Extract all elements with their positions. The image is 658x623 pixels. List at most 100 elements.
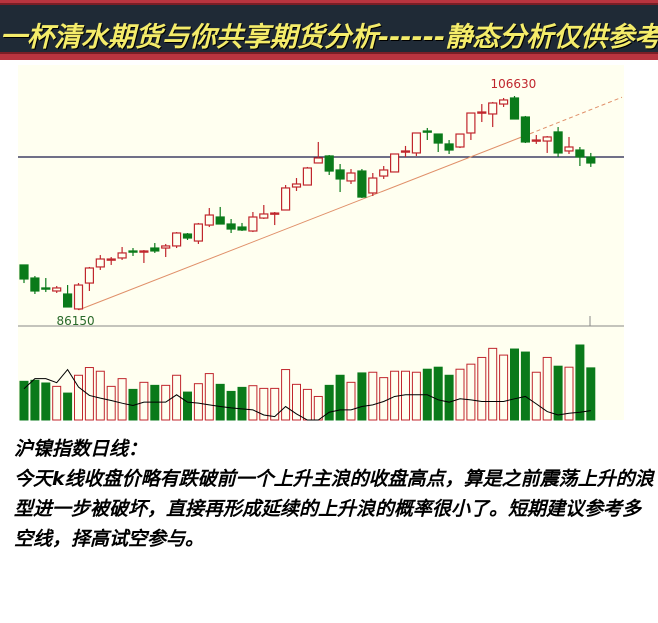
volume-bar (466, 363, 476, 421)
candle (84, 266, 95, 291)
volume-bar (302, 388, 312, 421)
candle (172, 232, 182, 249)
volume-bar (477, 356, 487, 421)
volume-bar (95, 370, 105, 421)
candle (139, 250, 149, 263)
candle (259, 204, 269, 219)
candle (117, 246, 127, 260)
high-price-label: 106630 (491, 77, 537, 91)
candle (575, 146, 585, 167)
candle-body (520, 116, 531, 143)
candle (270, 211, 280, 226)
candle-body (193, 223, 203, 242)
candle-body (379, 169, 389, 177)
volume-bar (161, 384, 171, 421)
candle (30, 276, 40, 295)
candle-body (19, 264, 29, 280)
volume-bar (292, 383, 301, 421)
candle-body (466, 112, 476, 134)
volume-bar (313, 395, 323, 421)
kline-chart: 106630 86150 (18, 65, 624, 421)
candle (586, 152, 596, 167)
candle (106, 257, 116, 265)
candle-body (41, 287, 51, 290)
volume-bar (575, 344, 585, 421)
candle (531, 134, 541, 144)
candle-body (172, 232, 182, 247)
candle-body (335, 169, 345, 180)
candle-body (499, 99, 509, 105)
candle-body (150, 247, 160, 252)
candle (204, 208, 214, 228)
volume-bar (150, 384, 160, 421)
price-panel (18, 95, 624, 311)
analysis-line-1: 今天k线收盘价略有跌破前一个上升主浪的收盘高点，算是之前震荡上升的浪 (14, 468, 654, 490)
candle-body (204, 214, 214, 226)
candle-body (106, 258, 116, 261)
volume-bar (368, 371, 378, 421)
candle-body (248, 216, 258, 232)
volume-bar (30, 379, 40, 421)
candle-body (30, 277, 40, 292)
volume-bar (84, 367, 94, 421)
candle (422, 127, 432, 140)
volume-bar (52, 385, 62, 421)
candle-body (444, 143, 454, 151)
candle (62, 285, 73, 308)
candle (128, 248, 138, 256)
volume-bar (215, 383, 225, 421)
candle (346, 169, 356, 184)
candle (553, 127, 563, 158)
candle (444, 139, 454, 154)
candle (226, 218, 236, 233)
volume-bar (248, 385, 258, 421)
candle-body (84, 267, 95, 284)
analysis-line-3: 空线，择高试空参与。 (14, 528, 205, 550)
candle (248, 211, 258, 233)
banner-title: 一杯清水期货与你共享期货分析------静态分析仅供参考 (0, 22, 658, 53)
volume-bar (41, 382, 51, 421)
candle-body (117, 252, 127, 259)
candle (400, 145, 411, 158)
volume-bar (281, 369, 291, 421)
candle-body (390, 153, 400, 173)
candle (313, 141, 323, 164)
candle-body (455, 133, 465, 148)
candle (193, 222, 203, 244)
candle (95, 255, 105, 270)
candle (488, 101, 498, 128)
candle (357, 169, 367, 198)
candle (182, 232, 193, 240)
volume-bar (139, 381, 149, 421)
candle-body (324, 155, 334, 172)
candle-body (509, 97, 520, 120)
candle-body (161, 245, 171, 249)
analysis-heading: 沪镍指数日线： (14, 438, 148, 460)
candle-body (52, 287, 62, 292)
candle-body (313, 157, 323, 164)
volume-bar (204, 373, 214, 421)
candle-body (302, 167, 312, 186)
candle-body (400, 150, 411, 153)
volume-bar (237, 386, 247, 421)
candle (52, 285, 62, 293)
volume-bar (586, 367, 596, 421)
volume-bar (433, 366, 443, 421)
candle-body (237, 226, 247, 231)
candle (564, 136, 574, 154)
volume-bar (510, 348, 519, 421)
candle (499, 97, 509, 107)
candle-body (477, 111, 487, 114)
volume-bar (553, 365, 563, 421)
candle-body (422, 130, 432, 133)
volume-bar (520, 351, 530, 421)
candle (509, 95, 520, 120)
candle-body (281, 187, 291, 211)
volume-bar (117, 378, 127, 421)
volume-bar (531, 371, 541, 421)
volume-bar (488, 347, 498, 421)
candle (324, 155, 334, 175)
volume-bar (335, 374, 345, 421)
candle (237, 222, 247, 232)
volume-bar (270, 387, 280, 421)
